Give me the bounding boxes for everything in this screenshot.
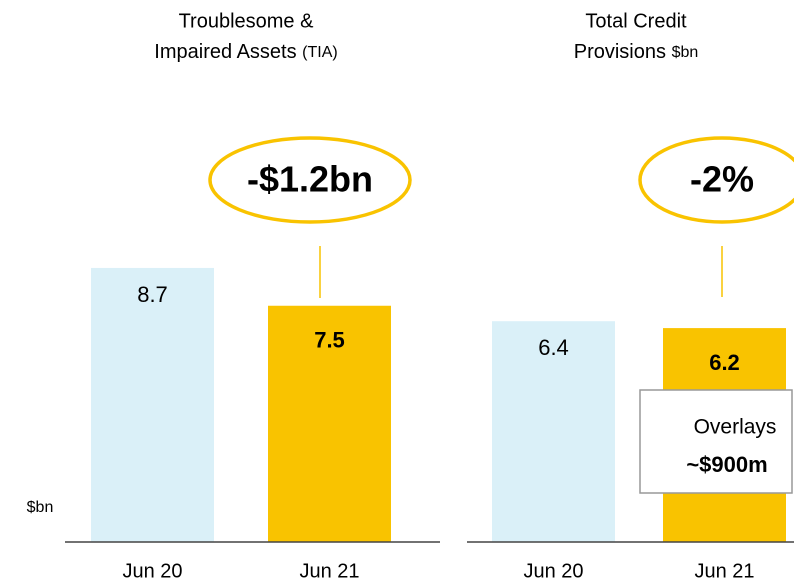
- x-tick-label: Jun 21: [299, 560, 359, 582]
- chart-title: Total Credit: [585, 10, 687, 32]
- value-label: 6.4: [538, 335, 569, 360]
- note-box: [639, 389, 793, 494]
- annotation-ellipse: [208, 136, 412, 224]
- note-text: Overlays: [694, 416, 777, 439]
- value-label: 7.5: [314, 328, 345, 353]
- annotation: -$1.2bn: [247, 159, 373, 200]
- value-label: 6.2: [709, 350, 740, 375]
- y-axis-label: $bn: [27, 499, 54, 516]
- annotation-ellipse: [638, 136, 794, 224]
- chart-title: Provisions $bn: [574, 41, 699, 63]
- annotation: -2%: [690, 159, 754, 200]
- note-text: ~$900m: [686, 452, 767, 477]
- x-tick-label: Jun 20: [122, 560, 182, 582]
- x-tick-label: Jun 21: [694, 560, 754, 582]
- bar: [91, 267, 214, 542]
- title-unit: $bn: [672, 44, 699, 61]
- title-line: Impaired Assets: [154, 41, 296, 63]
- chart-title: Troublesome &: [179, 10, 315, 32]
- x-tick-label: Jun 20: [523, 560, 583, 582]
- bar: [492, 321, 615, 542]
- value-label: 8.7: [137, 282, 168, 307]
- bar: [268, 305, 391, 542]
- title-unit: (TIA): [302, 44, 338, 61]
- title-line: Provisions: [574, 41, 666, 63]
- chart-title: Impaired Assets (TIA): [154, 41, 337, 63]
